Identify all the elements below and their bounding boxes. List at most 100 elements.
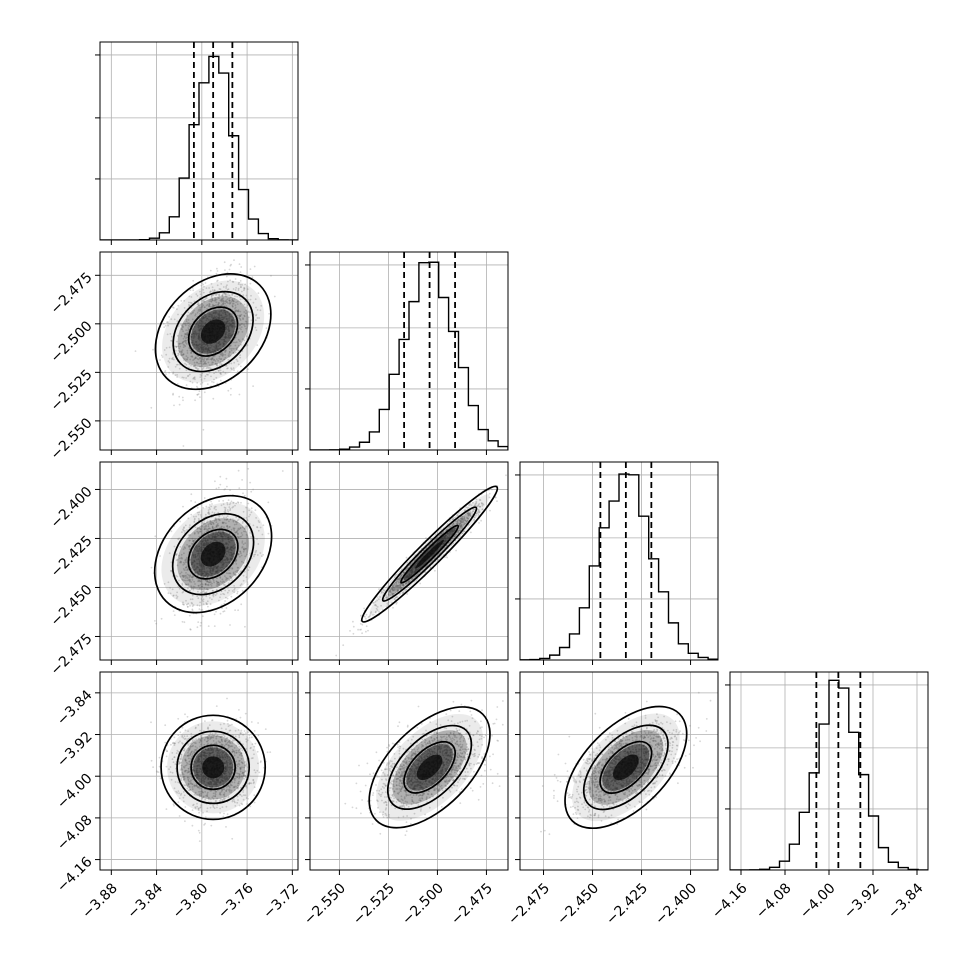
scatter-point <box>202 304 205 307</box>
scatter-point <box>220 338 223 341</box>
scatter-point <box>187 568 189 571</box>
scatter-point <box>242 492 244 495</box>
scatter-point <box>193 569 196 571</box>
scatter-point <box>210 538 213 540</box>
scatter-point <box>202 341 205 344</box>
scatter-point <box>513 468 515 470</box>
scatter-point <box>202 349 205 352</box>
scatter-point <box>206 588 209 591</box>
scatter-point <box>219 532 222 535</box>
scatter-point <box>249 552 252 555</box>
scatter-point <box>192 561 194 564</box>
scatter-point <box>455 549 457 552</box>
scatter-point <box>221 578 224 581</box>
scatter-point <box>218 294 221 297</box>
scatter-point <box>215 298 218 301</box>
scatter-point <box>396 578 399 581</box>
scatter-point <box>258 317 260 319</box>
scatter-point <box>186 314 189 317</box>
scatter-point <box>163 326 166 328</box>
scatter-point <box>226 572 228 575</box>
scatter-point <box>186 375 189 378</box>
scatter-point <box>188 578 191 581</box>
scatter-point <box>419 566 421 569</box>
scatter-point <box>190 355 193 358</box>
scatter-point <box>196 530 199 533</box>
scatter-point <box>234 295 236 298</box>
scatter-point <box>236 519 239 522</box>
scatter-point <box>196 350 199 353</box>
scatter-point <box>234 307 236 310</box>
scatter-point <box>222 293 224 296</box>
scatter-point <box>180 350 183 353</box>
scatter-point <box>389 588 391 591</box>
scatter-point <box>224 294 227 297</box>
scatter-point <box>440 538 443 541</box>
scatter-point <box>224 335 227 338</box>
scatter-point <box>204 583 207 586</box>
scatter-point <box>194 313 197 316</box>
scatter-point <box>195 544 198 546</box>
scatter-point <box>222 561 225 564</box>
scatter-point <box>230 368 233 371</box>
scatter-point <box>335 654 338 657</box>
scatter-point <box>243 339 246 342</box>
scatter-point <box>447 537 450 540</box>
scatter-point <box>205 343 208 345</box>
scatter-point <box>225 325 228 328</box>
scatter-point <box>232 519 235 522</box>
scatter-point <box>227 561 230 563</box>
scatter-point <box>187 327 190 329</box>
scatter-point <box>215 508 217 511</box>
scatter-point <box>245 576 248 578</box>
scatter-point <box>196 558 198 561</box>
scatter-point <box>478 511 481 513</box>
scatter-point <box>188 614 191 617</box>
scatter-point <box>224 309 226 311</box>
scatter-point <box>225 317 228 320</box>
scatter-point <box>245 309 247 312</box>
scatter-point <box>462 519 465 522</box>
scatter-point <box>227 336 230 338</box>
scatter-point <box>229 334 232 337</box>
scatter-point <box>197 332 200 335</box>
scatter-point <box>191 609 194 612</box>
scatter-point <box>455 520 457 523</box>
scatter-point <box>473 518 476 521</box>
scatter-point <box>188 576 191 578</box>
scatter-point <box>200 306 203 309</box>
scatter-point <box>193 332 195 335</box>
scatter-point <box>183 621 186 624</box>
scatter-point <box>183 552 185 555</box>
scatter-point <box>220 534 223 537</box>
scatter-point <box>229 279 232 282</box>
scatter-point <box>181 341 184 344</box>
scatter-point <box>439 538 442 541</box>
scatter-point <box>223 342 226 345</box>
scatter-point <box>197 302 200 305</box>
scatter-point <box>225 318 228 320</box>
scatter-point <box>245 534 248 536</box>
scatter-point <box>223 567 226 570</box>
scatter-point <box>230 545 232 548</box>
scatter-point <box>220 533 223 536</box>
scatter-point <box>206 343 209 345</box>
scatter-point <box>406 561 409 564</box>
scatter-point <box>200 378 203 381</box>
scatter-point <box>198 570 201 572</box>
scatter-point <box>363 615 366 617</box>
scatter-point <box>218 500 221 502</box>
scatter-point <box>193 564 196 567</box>
scatter-point <box>232 552 235 555</box>
scatter-point <box>190 342 193 344</box>
scatter-point <box>185 333 188 335</box>
scatter-point <box>213 345 215 348</box>
scatter-point <box>229 576 232 578</box>
scatter-point <box>175 597 178 599</box>
scatter-point <box>408 575 411 578</box>
scatter-point <box>434 533 437 536</box>
scatter-point <box>203 528 206 531</box>
scatter-point <box>219 362 221 365</box>
scatter-point <box>226 503 229 506</box>
scatter-point <box>231 567 234 569</box>
